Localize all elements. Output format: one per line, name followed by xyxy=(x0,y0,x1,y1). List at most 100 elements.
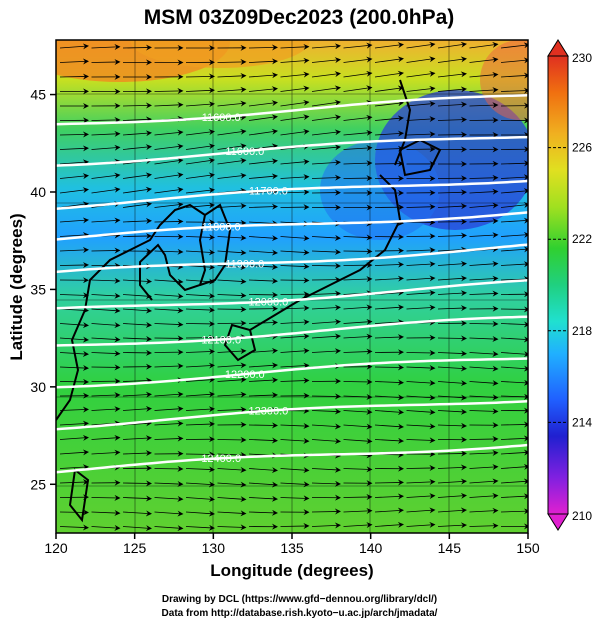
wind-vector xyxy=(280,523,310,530)
wind-vector xyxy=(469,188,499,195)
wind-vector xyxy=(91,144,121,151)
colorbar-ticks: 226 222 218 214 xyxy=(548,141,592,429)
height-contour-label: 12000.0 xyxy=(249,297,289,309)
wind-vector xyxy=(500,508,528,515)
wind-vector xyxy=(500,393,528,400)
wind-vector xyxy=(311,71,341,78)
wind-vector xyxy=(406,437,436,444)
wind-vector xyxy=(280,319,310,326)
wind-vector xyxy=(248,437,278,444)
wind-vector xyxy=(280,495,310,502)
wind-vector xyxy=(59,406,89,413)
wind-vector xyxy=(248,143,278,150)
wind-vector xyxy=(59,262,89,269)
x-tick-label: 150 xyxy=(516,540,540,556)
wind-vector xyxy=(406,304,436,311)
wind-vector xyxy=(248,377,278,384)
wind-vector xyxy=(217,72,247,79)
wind-vector xyxy=(500,246,528,253)
wind-vector xyxy=(437,189,467,196)
wind-vector xyxy=(469,436,499,443)
wind-vector xyxy=(280,467,310,474)
colorbar-min-label: 210 xyxy=(572,509,592,523)
wind-vector xyxy=(59,524,89,531)
warm-patch-north xyxy=(130,40,310,68)
wind-vector xyxy=(500,160,528,167)
wind-vector xyxy=(185,421,215,428)
wind-vector xyxy=(311,114,341,121)
wind-vector xyxy=(217,292,247,299)
wind-vector xyxy=(469,260,499,267)
wind-vector xyxy=(500,421,528,428)
wind-vector xyxy=(437,116,467,123)
wind-vector xyxy=(406,85,436,92)
wind-vector xyxy=(59,364,89,371)
height-contour-line xyxy=(56,357,528,389)
coastline-kyushu xyxy=(223,323,257,362)
wind-vector xyxy=(280,85,310,92)
wind-vector xyxy=(154,480,184,487)
wind-vector xyxy=(122,510,152,517)
wind-vector xyxy=(154,201,184,208)
wind-vector xyxy=(217,376,247,383)
wind-vector xyxy=(122,233,152,240)
wind-vector xyxy=(91,406,121,413)
height-contour-label: 11600.0 xyxy=(225,146,264,158)
coastline-hokkaido xyxy=(398,138,442,177)
wind-vector xyxy=(374,521,404,528)
wind-vector xyxy=(185,143,215,150)
height-contour-label: 12100.0 xyxy=(201,334,241,346)
wind-vector xyxy=(59,420,89,427)
wind-vector xyxy=(311,234,341,241)
wind-vector xyxy=(59,246,89,253)
wind-vector xyxy=(91,322,121,329)
wind-vector xyxy=(185,129,215,136)
wind-vector xyxy=(185,249,215,256)
y-tick-label: 25 xyxy=(30,476,46,492)
wind-vector xyxy=(59,159,89,166)
wind-vector xyxy=(185,481,215,488)
height-contour-line xyxy=(56,315,528,347)
wind-vector xyxy=(91,434,121,441)
wind-vector xyxy=(280,437,310,444)
wind-vector xyxy=(469,102,499,109)
wind-vector xyxy=(185,202,215,209)
wind-vector xyxy=(406,131,436,138)
wind-vector xyxy=(500,201,528,208)
wind-vector xyxy=(248,114,278,121)
wind-vector xyxy=(406,56,436,63)
wind-vector xyxy=(437,260,467,267)
wind-vector xyxy=(311,129,341,136)
wind-vector xyxy=(343,145,373,152)
wind-vector xyxy=(185,496,215,503)
plot-area: 11600.0 11600.0 11700.0 11800.0 11900.0 12000… xyxy=(56,40,528,533)
wind-vector xyxy=(500,478,528,485)
cold-core-japan-sea xyxy=(320,140,440,240)
wind-vector xyxy=(248,481,278,488)
colorbar-tick-label: 214 xyxy=(572,415,592,429)
wind-vector xyxy=(343,393,373,400)
wind-vector xyxy=(154,143,184,150)
height-contour-line xyxy=(56,135,528,167)
wind-vector xyxy=(59,232,89,239)
colorbar-bottom-arrow xyxy=(547,513,569,531)
wind-vector xyxy=(185,466,215,473)
wind-vector xyxy=(217,524,247,531)
wind-vector xyxy=(311,144,341,151)
wind-vector xyxy=(280,99,310,107)
wind-vector xyxy=(185,348,215,355)
wind-vector xyxy=(154,391,184,398)
wind-vector xyxy=(185,376,215,383)
wind-vector xyxy=(406,423,436,430)
wind-vector xyxy=(248,128,278,136)
wind-vector xyxy=(374,261,404,268)
map-title: MSM 03Z09Dec2023 (200.0hPa) xyxy=(144,6,455,29)
wind-vector xyxy=(154,172,184,179)
height-contour-line xyxy=(56,399,528,431)
wind-vector xyxy=(311,159,341,166)
wind-vector xyxy=(248,220,278,227)
wind-vector xyxy=(122,144,152,151)
wind-vector xyxy=(406,394,436,401)
wind-vector xyxy=(185,73,215,80)
colorbar-tick-label: 222 xyxy=(572,232,592,246)
